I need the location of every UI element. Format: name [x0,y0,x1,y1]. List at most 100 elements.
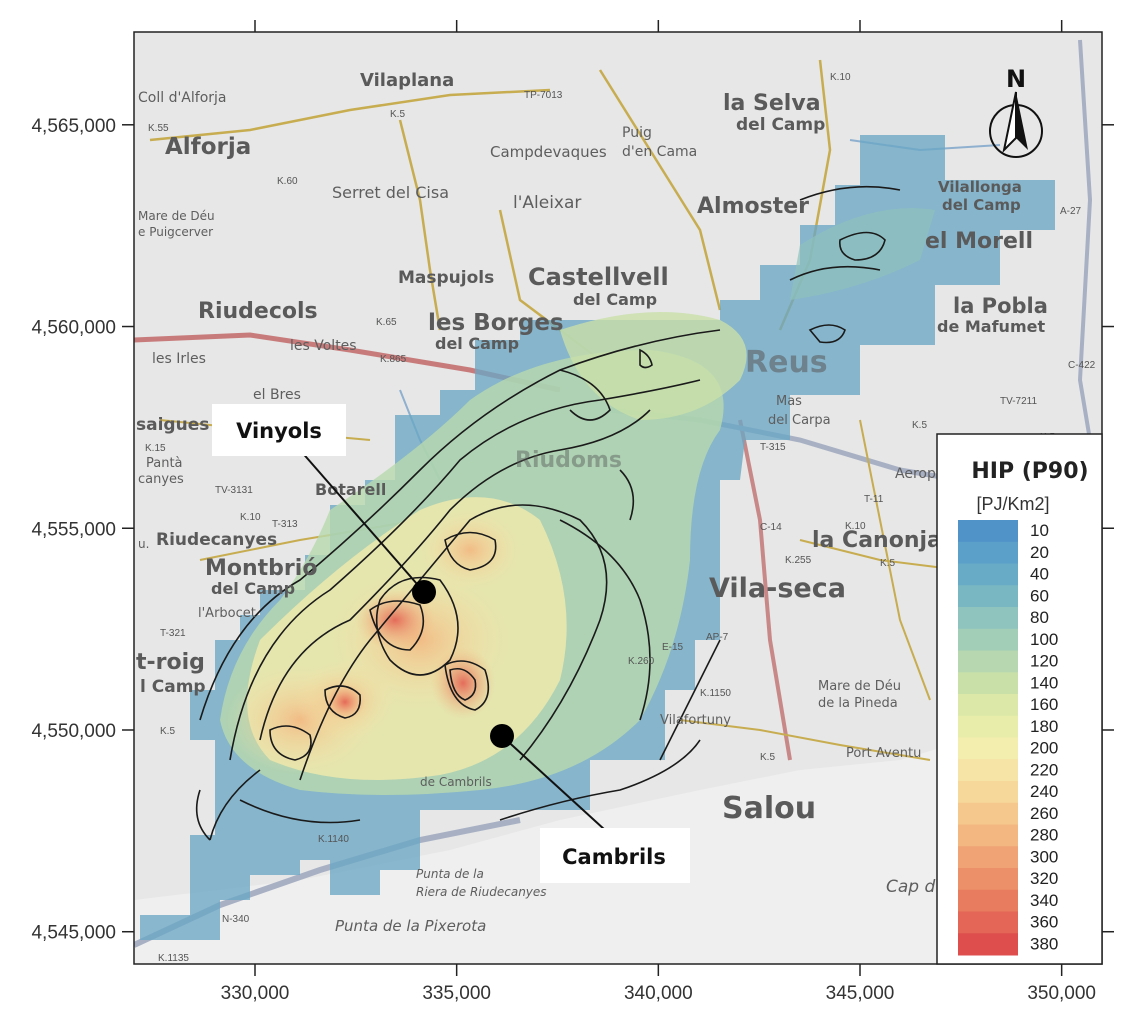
legend-swatch [958,563,1018,586]
svg-text:K.5: K.5 [390,109,405,120]
svg-text:Punta de la: Punta de la [416,867,484,881]
callout-cambrils: Cambrils [490,724,690,883]
legend-label: 60 [1030,586,1049,605]
svg-text:Coll d'Alforja: Coll d'Alforja [138,90,227,106]
svg-text:Vilafortuny: Vilafortuny [660,713,731,728]
svg-text:K.1150: K.1150 [700,688,731,699]
svg-text:Vila-seca: Vila-seca [709,573,846,604]
y-tick-label: 4,565,000 [31,116,116,137]
legend-label: 220 [1030,760,1058,779]
svg-text:Mare de Déu: Mare de Déu [138,209,215,223]
svg-text:Port Aventu: Port Aventu [846,746,921,761]
legend-label: 300 [1030,847,1058,866]
svg-text:Puig: Puig [622,125,652,141]
legend-swatch [958,846,1018,869]
svg-text:Vilaplana: Vilaplana [360,70,454,91]
legend-swatch [958,585,1018,608]
svg-text:K.60: K.60 [277,176,298,187]
legend-swatch [958,694,1018,717]
svg-text:Reus: Reus [745,345,828,380]
svg-text:K.260: K.260 [628,656,655,667]
callout-label-vinyols: Vinyols [236,419,322,443]
svg-text:de Cambrils: de Cambrils [420,775,492,789]
svg-text:Botarell: Botarell [315,480,386,499]
legend-label: 280 [1030,826,1058,845]
svg-text:Riudoms: Riudoms [515,448,622,473]
place-labels: Vilaplana la Selva del Camp Coll d'Alfor… [136,70,1048,935]
legend-label: 360 [1030,913,1058,932]
svg-text:u.: u. [138,537,149,551]
svg-text:Mare de Déu: Mare de Déu [818,679,901,694]
legend-swatch [958,737,1018,760]
svg-text:N-340: N-340 [222,914,250,925]
svg-text:Salou: Salou [722,791,816,826]
svg-text:K.10: K.10 [830,72,851,83]
legend-swatch [958,650,1018,673]
legend-swatch [958,672,1018,695]
y-tick-label: 4,555,000 [31,519,116,540]
svg-text:de Mafumet: de Mafumet [937,317,1045,336]
x-tick-label: 330,000 [221,983,290,1004]
legend-swatch [958,933,1018,956]
contour-lines [195,185,901,841]
svg-text:de la Pineda: de la Pineda [818,696,898,711]
svg-text:les Voltes: les Voltes [290,338,357,354]
svg-text:K.15: K.15 [145,443,166,454]
legend-label: 260 [1030,804,1058,823]
callout-label-cambrils: Cambrils [562,845,666,869]
legend-label: 200 [1030,739,1058,758]
svg-text:del Camp: del Camp [435,334,519,353]
svg-text:T-321: T-321 [160,628,186,639]
svg-text:Mas: Mas [776,394,802,409]
legend-label: 180 [1030,717,1058,736]
svg-text:K.255: K.255 [785,555,812,566]
y-tick-label: 4,560,000 [31,318,116,339]
legend-unit: [PJ/Km2] [976,494,1049,514]
svg-text:AP-7: AP-7 [706,632,729,643]
svg-text:la Pobla: la Pobla [953,294,1048,318]
svg-text:K.65: K.65 [376,317,397,328]
svg-text:K.5: K.5 [760,752,775,763]
legend-label: 120 [1030,652,1058,671]
x-tick-label: 345,000 [826,983,895,1004]
svg-text:K.5: K.5 [880,558,895,569]
svg-text:Alforja: Alforja [165,134,251,160]
svg-text:T-315: T-315 [760,442,786,453]
svg-text:TV-3131: TV-3131 [215,485,253,496]
legend-label: 320 [1030,869,1058,888]
svg-text:TV-7211: TV-7211 [1000,396,1037,407]
location-marker-vinyols [412,580,436,604]
svg-text:d'en Cama: d'en Cama [622,144,697,160]
svg-text:K.1135: K.1135 [158,953,189,964]
svg-text:l Camp: l Camp [140,677,206,697]
legend-label: 40 [1030,565,1049,584]
svg-text:C-422: C-422 [1068,360,1096,371]
legend-swatch [958,541,1018,564]
svg-text:t-roig: t-roig [136,650,205,675]
legend-label: 100 [1030,630,1058,649]
legend-swatch [958,802,1018,825]
svg-text:Montbrió: Montbrió [205,556,317,581]
y-tick-label: 4,545,000 [31,923,116,944]
north-arrow-icon: N [989,65,1043,158]
svg-text:del Camp: del Camp [211,579,295,598]
svg-text:Riudecols: Riudecols [198,299,318,324]
x-tick-label: 335,000 [422,983,491,1004]
legend-swatch [958,868,1018,891]
legend-label: 140 [1030,673,1058,692]
legend-label: 80 [1030,608,1049,627]
svg-text:Campdevaques: Campdevaques [490,143,607,161]
legend-label: 160 [1030,695,1058,714]
location-marker-cambrils [490,724,514,748]
svg-text:e Puigcerver: e Puigcerver [138,225,213,239]
legend-swatch [958,520,1018,543]
x-axis: 330,000 335,000 340,000 345,000 350,000 [221,20,1096,1004]
svg-text:l'Arbocet: l'Arbocet [198,606,256,621]
hip-field [140,135,1055,940]
svg-text:Maspujols: Maspujols [398,268,494,288]
legend-label: 10 [1030,521,1049,540]
svg-text:T-313: T-313 [272,519,298,530]
svg-text:K.5: K.5 [912,420,927,431]
svg-text:saigues: saigues [136,415,209,435]
